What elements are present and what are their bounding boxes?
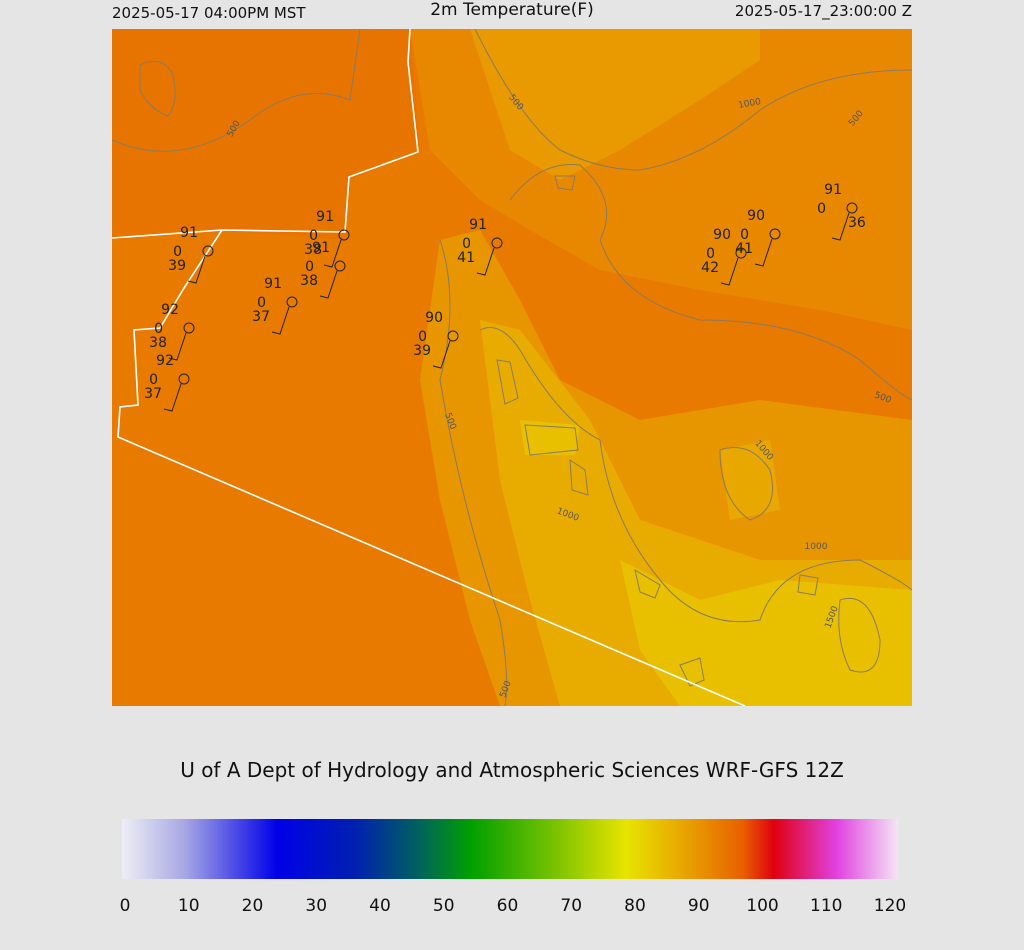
station-pressure: 0 <box>418 329 427 345</box>
station-dewpoint: 42 <box>701 260 719 276</box>
colorbar <box>122 819 898 879</box>
contour-label: 1000 <box>805 542 828 552</box>
colorbar-tick-label: 0 <box>120 896 131 916</box>
station-temperature: 90 <box>425 310 443 326</box>
valid-time-local: 2025-05-17 04:00PM MST <box>112 4 306 22</box>
station-pressure: 0 <box>706 246 715 262</box>
station-temperature: 91 <box>316 209 334 225</box>
station-circle <box>735 247 747 259</box>
station-temperature: 91 <box>312 240 330 256</box>
station-temperature: 92 <box>161 302 179 318</box>
station-temperature: 92 <box>156 353 174 369</box>
station-circle <box>183 322 195 334</box>
colorbar-tick-label: 30 <box>305 896 327 916</box>
colorbar-tick-label: 90 <box>688 896 710 916</box>
wind-barb <box>754 238 773 267</box>
wind-barb <box>271 306 290 335</box>
wind-barb <box>720 257 739 286</box>
colorbar-ticks: 0 10 20 30 40 50 60 70 80 90 100 110 120 <box>120 896 907 916</box>
station-temperature: 91 <box>180 225 198 241</box>
colorbar-tick-label: 110 <box>810 896 842 916</box>
wind-barb <box>187 255 206 284</box>
station-dewpoint: 39 <box>168 258 186 274</box>
station-temperature: 91 <box>264 276 282 292</box>
contour-label: 1000 <box>738 97 763 111</box>
station-circle <box>769 228 781 240</box>
wind-barb <box>831 212 850 241</box>
station-circle <box>491 237 503 249</box>
wind-barb <box>323 239 342 268</box>
station-pressure: 0 <box>462 236 471 252</box>
station-pressure: 0 <box>149 372 158 388</box>
colorbar-tick-label: 100 <box>746 896 778 916</box>
station-temperature: 91 <box>824 182 842 198</box>
colorbar-tick-label: 70 <box>560 896 582 916</box>
station-pressure: 0 <box>305 259 314 275</box>
station-pressure: 0 <box>154 321 163 337</box>
station-dewpoint: 38 <box>304 242 322 258</box>
station-circle <box>447 330 459 342</box>
colorbar-tick-label: 120 <box>874 896 906 916</box>
station-dewpoint: 39 <box>413 343 431 359</box>
station-dewpoint: 38 <box>149 335 167 351</box>
wind-barb <box>476 247 495 276</box>
valid-time-utc: 2025-05-17_23:00:00 Z <box>735 2 912 21</box>
station-dewpoint: 41 <box>457 250 475 266</box>
station-temperature: 90 <box>713 227 731 243</box>
station-dewpoint: 37 <box>252 309 270 325</box>
colorbar-tick-label: 60 <box>497 896 519 916</box>
station-pressure: 0 <box>309 228 318 244</box>
wind-barb <box>319 270 338 299</box>
map-title: 2m Temperature(F) <box>430 0 594 20</box>
station-temperature: 91 <box>469 217 487 233</box>
station-pressure: 0 <box>817 201 826 217</box>
station-dewpoint: 36 <box>848 215 866 231</box>
colorbar-tick-label: 80 <box>624 896 646 916</box>
station-circle <box>286 296 298 308</box>
station-circle <box>178 373 190 385</box>
station-dewpoint: 37 <box>144 386 162 402</box>
station-pressure: 0 <box>257 295 266 311</box>
colorbar-tick-label: 40 <box>369 896 391 916</box>
credit: U of A Dept of Hydrology and Atmospheric… <box>180 758 844 782</box>
wind-barb <box>168 332 187 361</box>
station-circle <box>334 260 346 272</box>
colorbar-tick-label: 10 <box>178 896 200 916</box>
station-plots: 9103991038910389103792038920379104190039… <box>144 182 866 412</box>
wind-barb <box>163 383 182 412</box>
station-circle <box>202 245 214 257</box>
station-temperature: 90 <box>747 208 765 224</box>
wind-barb <box>432 340 451 369</box>
station-pressure: 0 <box>740 227 749 243</box>
colorbar-tick-label: 20 <box>242 896 264 916</box>
station-circle <box>846 202 858 214</box>
colorbar-tick-label: 50 <box>433 896 455 916</box>
station-pressure: 0 <box>173 244 182 260</box>
station-dewpoint: 38 <box>300 273 318 289</box>
station-circle <box>338 229 350 241</box>
